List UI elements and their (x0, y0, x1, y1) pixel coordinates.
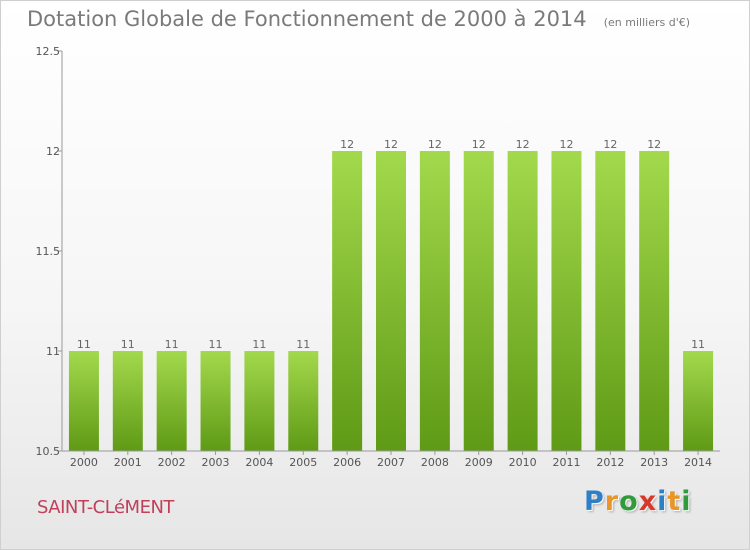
bar (68, 351, 99, 451)
y-tick-label: 12.5 (36, 45, 61, 58)
x-tick-label: 2006 (333, 456, 361, 469)
x-tick-label: 2002 (158, 456, 186, 469)
x-tick-label: 2001 (114, 456, 142, 469)
bar-value-label: 12 (603, 138, 617, 151)
y-tick-label: 11 (46, 345, 60, 358)
x-tick-label: 2007 (377, 456, 405, 469)
bar (156, 351, 187, 451)
bar (507, 151, 538, 451)
bar-value-label: 12 (516, 138, 530, 151)
x-tick-label: 2010 (509, 456, 537, 469)
bar (288, 351, 319, 451)
bar (332, 151, 363, 451)
x-tick-label: 2008 (421, 456, 449, 469)
logo-letter: i (657, 486, 668, 517)
bar (376, 151, 406, 451)
x-tick-label: 2000 (70, 456, 98, 469)
bar-value-label: 12 (384, 138, 398, 151)
logo-letter: t (667, 486, 682, 517)
chart-unit-note: (en milliers d'€) (603, 16, 691, 29)
commune-name: SAINT-CLéMENT (37, 497, 174, 518)
logo-letter: P (584, 486, 605, 517)
x-tick-label: 2009 (465, 456, 493, 469)
y-tick-label: 11.5 (36, 245, 61, 258)
x-tick-label: 2003 (202, 456, 230, 469)
bar (244, 351, 275, 451)
logo-letter: o (619, 486, 639, 517)
title-row: Dotation Globale de Fonctionnement de 20… (27, 7, 690, 31)
bar-value-label: 12 (340, 138, 354, 151)
x-tick-label: 2012 (596, 456, 624, 469)
y-tick-label: 10.5 (36, 445, 61, 458)
bar (551, 151, 582, 451)
bar (112, 351, 143, 451)
bar (463, 151, 494, 451)
bar-value-label: 12 (647, 138, 661, 151)
bar (595, 151, 626, 451)
y-tick-label: 12 (46, 145, 60, 158)
logo-letter: r (604, 486, 620, 517)
bar-value-label: 11 (252, 338, 266, 351)
bar (639, 151, 670, 451)
bar-value-label: 11 (209, 338, 223, 351)
bar-value-label: 11 (121, 338, 135, 351)
logo-letter: x (638, 486, 658, 517)
bar (683, 351, 714, 451)
bar (419, 151, 450, 451)
bar-value-label: 11 (691, 338, 705, 351)
bar-value-label: 12 (559, 138, 573, 151)
bar-value-label: 12 (472, 138, 486, 151)
bar-value-label: 12 (428, 138, 442, 151)
x-tick-label: 2011 (552, 456, 580, 469)
x-tick-label: 2004 (245, 456, 273, 469)
chart-title: Dotation Globale de Fonctionnement de 20… (27, 7, 587, 31)
x-tick-label: 2005 (289, 456, 317, 469)
bar-value-label: 11 (296, 338, 310, 351)
x-tick-label: 2014 (684, 456, 712, 469)
x-tick-label: 2013 (640, 456, 668, 469)
bar-value-label: 11 (165, 338, 179, 351)
bar (200, 351, 231, 451)
x-axis: 2000 2001 2002 2003 2004 2005 2006 2007 2008 2009… (62, 450, 720, 469)
bar-value-label: 11 (77, 338, 91, 351)
proxiti-logo[interactable]: Proxiti (584, 486, 692, 517)
bars: 11 11 11 11 11 11 12 12 12 12 12 12 12 12 11 (68, 138, 714, 451)
logo-letter: i (681, 486, 692, 517)
y-axis: 10.5 11 11.5 12 12.5 (36, 45, 63, 458)
